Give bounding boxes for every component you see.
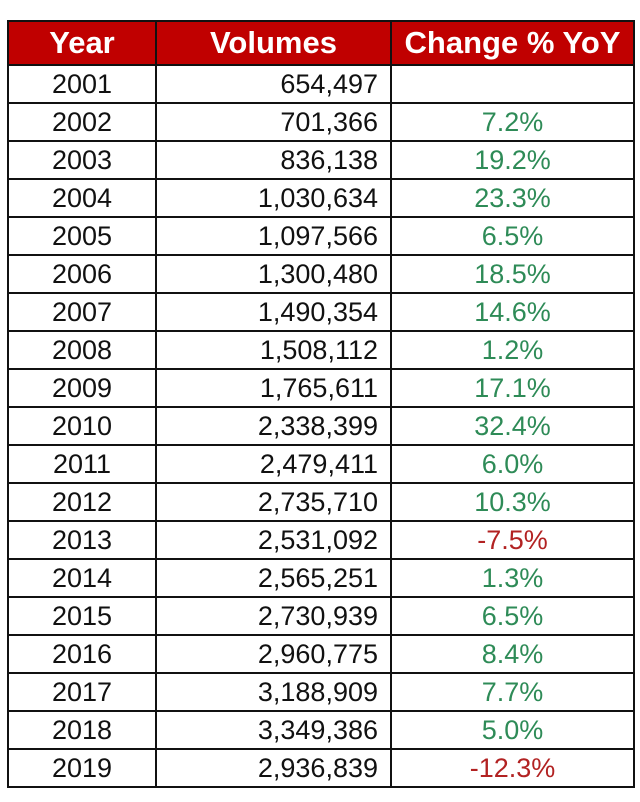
change-cell: 7.7% — [390, 672, 635, 712]
change-cell: 6.5% — [390, 216, 635, 256]
volume-cell: 2,936,839 — [155, 748, 392, 788]
year-cell: 2018 — [7, 710, 157, 750]
year-cell: 2012 — [7, 482, 157, 522]
change-cell: 5.0% — [390, 710, 635, 750]
volume-cell: 2,960,775 — [155, 634, 392, 674]
header-volumes: Volumes — [155, 20, 392, 66]
table-row: 2015 2,730,939 6.5% — [7, 596, 635, 636]
table-row: 2016 2,960,775 8.4% — [7, 634, 635, 674]
volume-cell: 2,730,939 — [155, 596, 392, 636]
volume-cell: 1,490,354 — [155, 292, 392, 332]
volume-cell: 1,097,566 — [155, 216, 392, 256]
volume-cell: 701,366 — [155, 102, 392, 142]
volume-cell: 1,300,480 — [155, 254, 392, 294]
year-cell: 2011 — [7, 444, 157, 484]
table-row: 2005 1,097,566 6.5% — [7, 216, 635, 256]
change-cell: 1.2% — [390, 330, 635, 370]
volumes-table-container: Year Volumes Change % YoY 2001 654,497 200… — [7, 20, 635, 788]
volume-cell: 2,531,092 — [155, 520, 392, 560]
year-cell: 2013 — [7, 520, 157, 560]
table-row: 2018 3,349,386 5.0% — [7, 710, 635, 750]
header-change: Change % YoY — [390, 20, 635, 66]
year-cell: 2003 — [7, 140, 157, 180]
change-cell: 18.5% — [390, 254, 635, 294]
year-cell: 2006 — [7, 254, 157, 294]
year-cell: 2019 — [7, 748, 157, 788]
table-row: 2007 1,490,354 14.6% — [7, 292, 635, 332]
year-cell: 2016 — [7, 634, 157, 674]
change-cell: 10.3% — [390, 482, 635, 522]
change-cell: -12.3% — [390, 748, 635, 788]
change-cell: 7.2% — [390, 102, 635, 142]
volume-cell: 654,497 — [155, 64, 392, 104]
table-row: 2011 2,479,411 6.0% — [7, 444, 635, 484]
header-year: Year — [7, 20, 157, 66]
volumes-table: Year Volumes Change % YoY 2001 654,497 200… — [7, 20, 635, 788]
table-body: 2001 654,497 2002 701,366 7.2% 2003 836,138 19.… — [7, 64, 635, 788]
volume-cell: 1,508,112 — [155, 330, 392, 370]
table-row: 2010 2,338,399 32.4% — [7, 406, 635, 446]
table-row: 2002 701,366 7.2% — [7, 102, 635, 142]
volume-cell: 2,735,710 — [155, 482, 392, 522]
change-cell: 1.3% — [390, 558, 635, 598]
table-row: 2013 2,531,092 -7.5% — [7, 520, 635, 560]
year-cell: 2005 — [7, 216, 157, 256]
volume-cell: 1,765,611 — [155, 368, 392, 408]
change-cell: 19.2% — [390, 140, 635, 180]
table-header-row: Year Volumes Change % YoY — [7, 20, 635, 66]
year-cell: 2009 — [7, 368, 157, 408]
year-cell: 2010 — [7, 406, 157, 446]
year-cell: 2004 — [7, 178, 157, 218]
table-row: 2014 2,565,251 1.3% — [7, 558, 635, 598]
volume-cell: 3,188,909 — [155, 672, 392, 712]
year-cell: 2017 — [7, 672, 157, 712]
year-cell: 2007 — [7, 292, 157, 332]
volume-cell: 2,565,251 — [155, 558, 392, 598]
year-cell: 2014 — [7, 558, 157, 598]
year-cell: 2002 — [7, 102, 157, 142]
volume-cell: 2,479,411 — [155, 444, 392, 484]
volume-cell: 3,349,386 — [155, 710, 392, 750]
table-row: 2006 1,300,480 18.5% — [7, 254, 635, 294]
change-cell: 6.0% — [390, 444, 635, 484]
change-cell: 6.5% — [390, 596, 635, 636]
change-cell: 17.1% — [390, 368, 635, 408]
change-cell: 32.4% — [390, 406, 635, 446]
change-cell — [390, 64, 635, 104]
volume-cell: 1,030,634 — [155, 178, 392, 218]
volume-cell: 2,338,399 — [155, 406, 392, 446]
year-cell: 2008 — [7, 330, 157, 370]
table-row: 2009 1,765,611 17.1% — [7, 368, 635, 408]
change-cell: 8.4% — [390, 634, 635, 674]
volume-cell: 836,138 — [155, 140, 392, 180]
year-cell: 2001 — [7, 64, 157, 104]
table-row: 2008 1,508,112 1.2% — [7, 330, 635, 370]
table-row: 2004 1,030,634 23.3% — [7, 178, 635, 218]
table-row: 2001 654,497 — [7, 64, 635, 104]
change-cell: 14.6% — [390, 292, 635, 332]
table-row: 2019 2,936,839 -12.3% — [7, 748, 635, 788]
table-row: 2003 836,138 19.2% — [7, 140, 635, 180]
table-row: 2017 3,188,909 7.7% — [7, 672, 635, 712]
year-cell: 2015 — [7, 596, 157, 636]
table-row: 2012 2,735,710 10.3% — [7, 482, 635, 522]
change-cell: -7.5% — [390, 520, 635, 560]
change-cell: 23.3% — [390, 178, 635, 218]
